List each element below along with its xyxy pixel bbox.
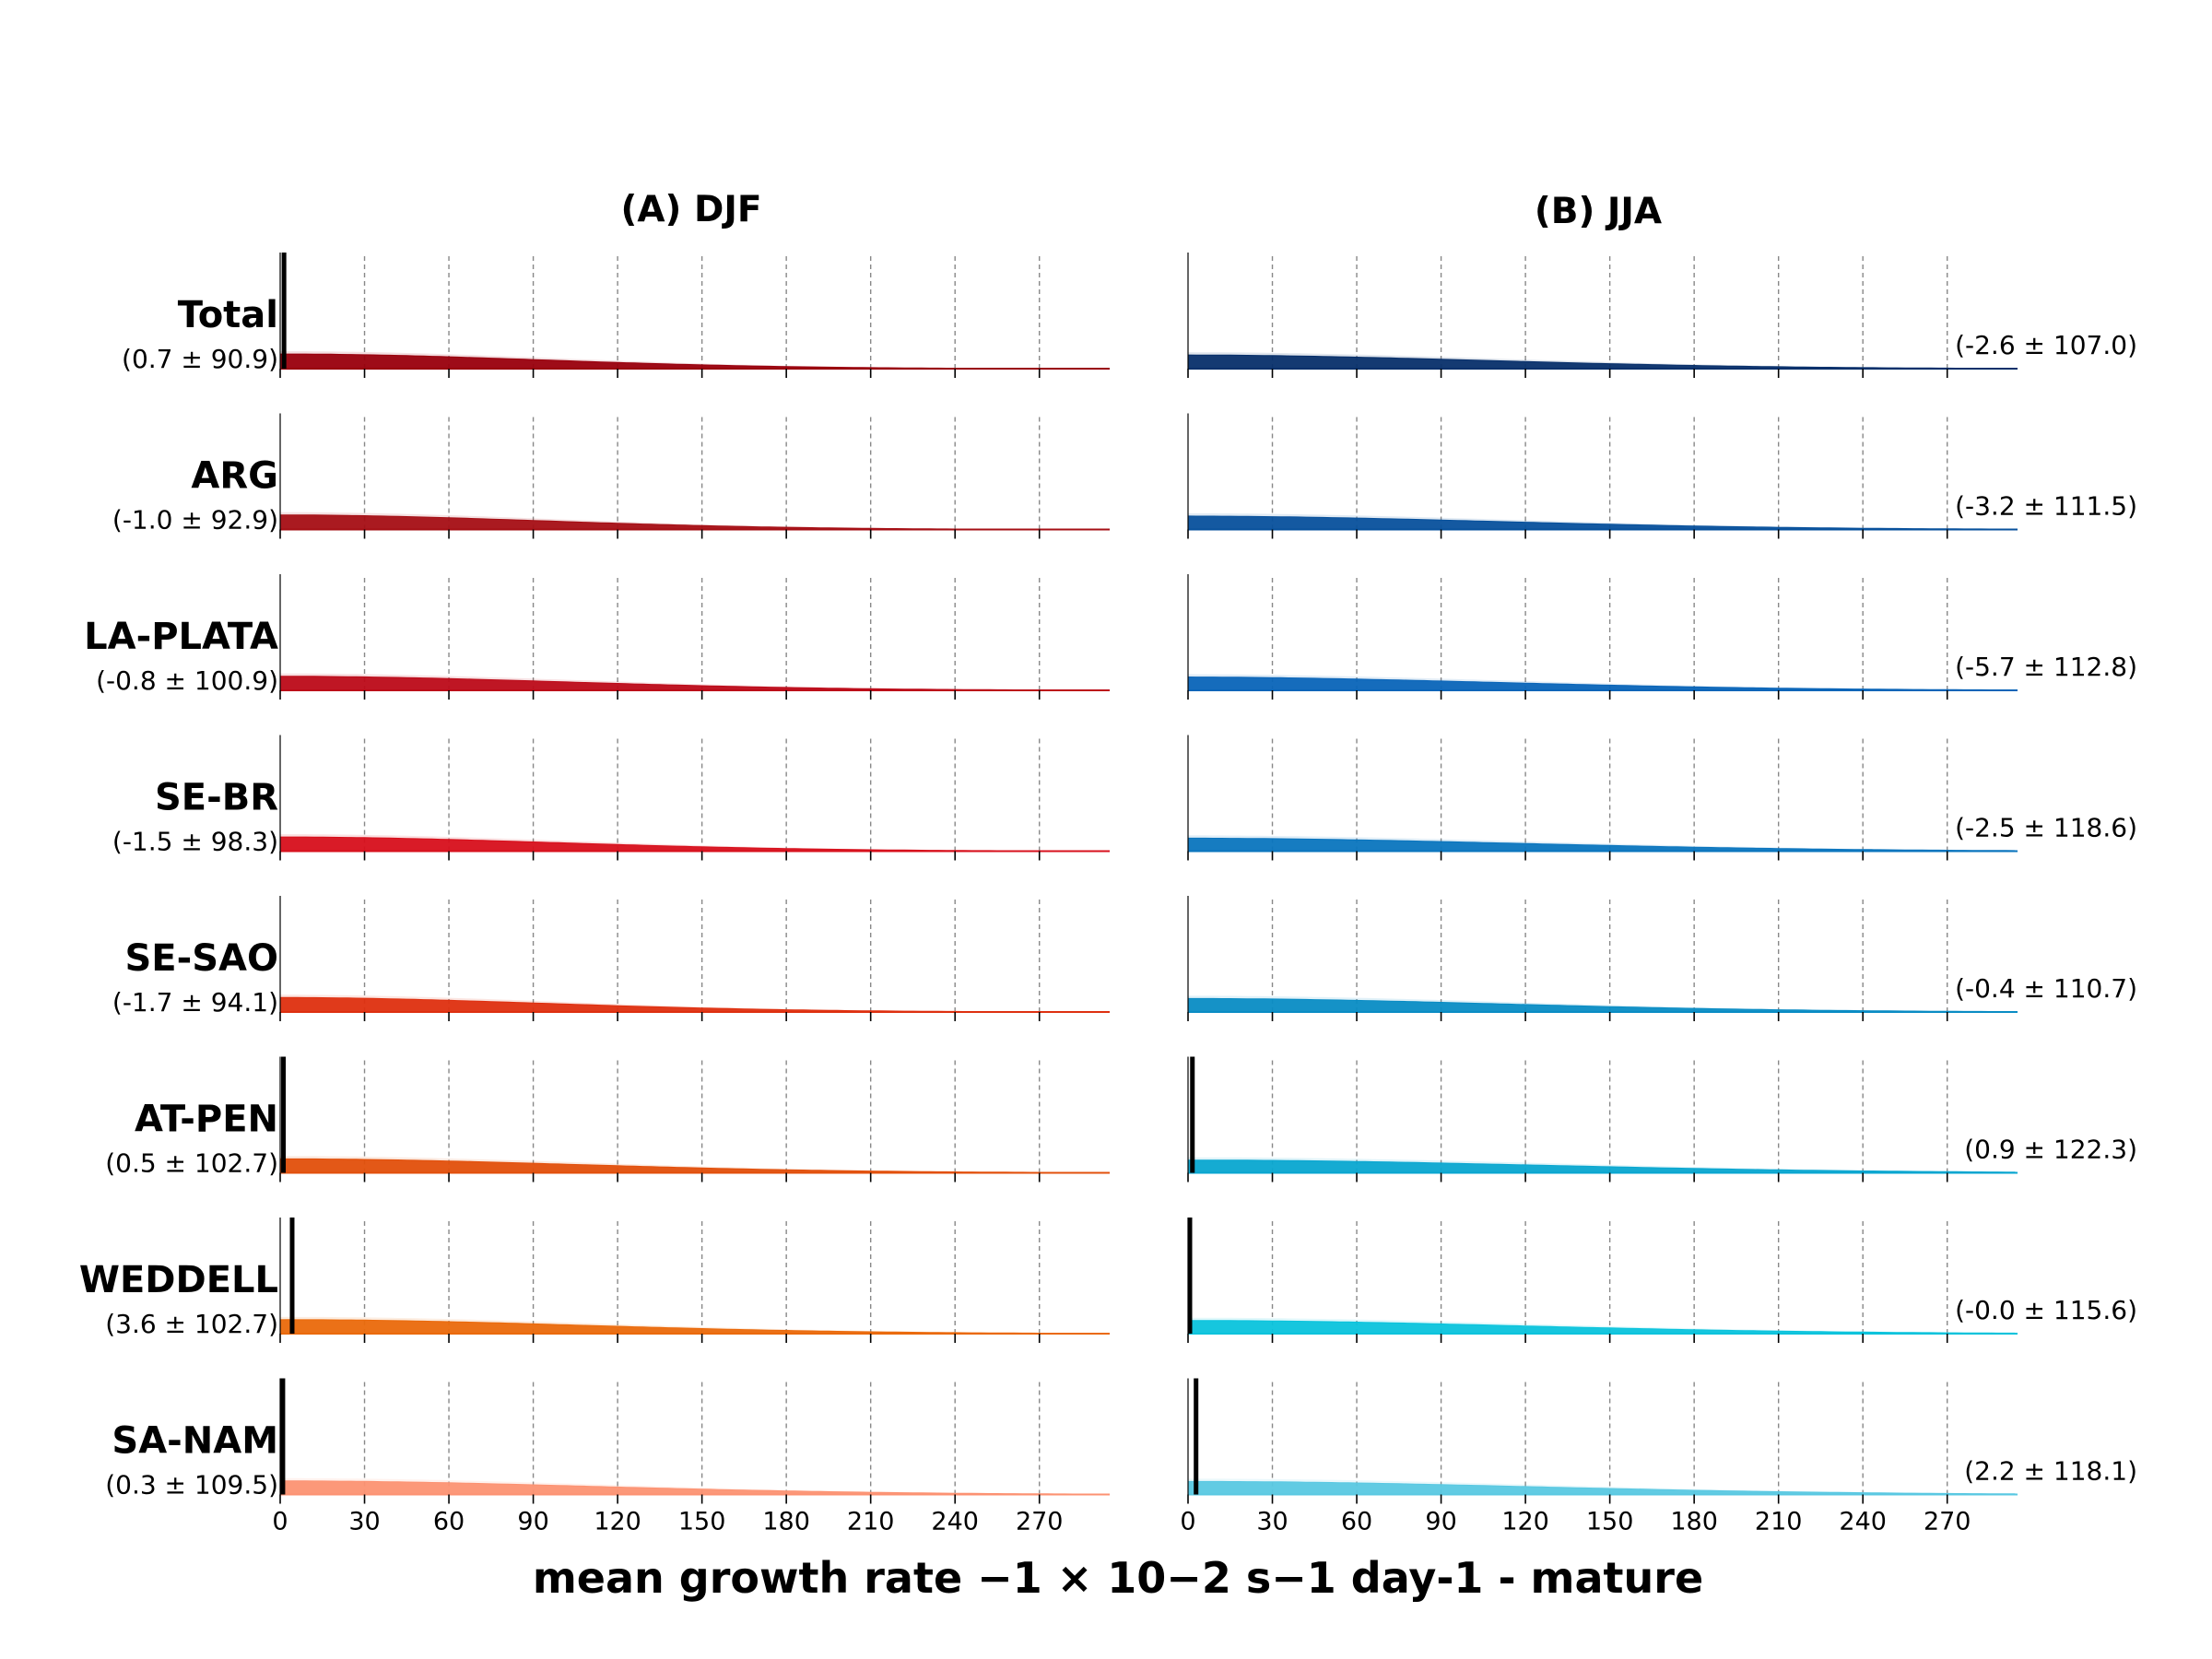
panel-b-title: (B) JJA (1535, 191, 1662, 232)
row-jja-2: (-5.7 ± 112.8) (1187, 574, 2137, 700)
density-area (279, 836, 1111, 852)
density-area (279, 1480, 1111, 1495)
x-tick-label: 240 (1839, 1508, 1887, 1536)
x-tick-label: 90 (1425, 1508, 1456, 1536)
row-weddell: WEDDELL (3.6 ± 102.7) (79, 1218, 1111, 1343)
row-stat: (3.6 ± 102.7) (105, 1309, 278, 1339)
panel-b: (-2.6 ± 107.0) (-3.2 ± 111.5) (-5.7 ± 112.… (1180, 253, 2137, 1536)
row-stat: (-0.8 ± 100.9) (96, 665, 278, 696)
x-tick-label: 240 (931, 1508, 979, 1536)
density-area (1187, 1159, 2018, 1173)
row-jja-3: (-2.5 ± 118.6) (1187, 735, 2137, 861)
row-jja-7: (2.2 ± 118.1) 0 30 60 90 120 150 180 210 240 270 (1180, 1378, 2137, 1536)
x-tick-label: 210 (847, 1508, 895, 1536)
density-area (279, 1319, 1111, 1335)
x-tick-label: 180 (762, 1508, 810, 1536)
x-axis-label: mean growth rate −1 × 10−2 s−1 day-1 - m… (533, 1553, 1703, 1603)
row-se-br: SE-BR (-1.5 ± 98.3) (112, 735, 1111, 861)
row-name: SE-BR (155, 777, 278, 819)
row-jja-6: (-0.0 ± 115.6) (1187, 1218, 2137, 1343)
density-area (279, 996, 1111, 1013)
row-la-plata: LA-PLATA (-0.8 ± 100.9) (84, 574, 1111, 700)
row-name: AT-PEN (135, 1099, 278, 1141)
row-stat: (-2.6 ± 107.0) (1955, 330, 2137, 360)
x-tick-label: 60 (1341, 1508, 1372, 1536)
row-se-sao: SE-SAO (-1.7 ± 94.1) (112, 896, 1111, 1021)
x-tick-label: 270 (1924, 1508, 1971, 1536)
row-sa-nam: SA-NAM (0.3 ± 109.5) 0 30 60 90 120 150 180 210 24… (105, 1378, 1111, 1536)
density-area (1187, 1480, 2018, 1495)
row-name: WEDDELL (79, 1259, 278, 1301)
x-tick-label: 0 (1180, 1508, 1195, 1536)
row-name: LA-PLATA (84, 616, 278, 658)
row-stat: (-5.7 ± 112.8) (1955, 652, 2137, 682)
density-area (1187, 676, 2018, 691)
x-tick-label: 30 (1256, 1508, 1288, 1536)
row-stat: (-1.0 ± 92.9) (112, 505, 278, 535)
row-stat: (0.3 ± 109.5) (105, 1470, 278, 1500)
panel-a-title: (A) DJF (621, 189, 762, 230)
row-stat: (0.9 ± 122.3) (1964, 1135, 2137, 1165)
x-tick-label: 150 (1586, 1508, 1634, 1536)
density-area (1187, 1320, 2018, 1335)
density-area (1187, 515, 2018, 530)
row-stat: (2.2 ± 118.1) (1964, 1456, 2137, 1487)
density-area (279, 676, 1111, 691)
x-tick-label: 180 (1670, 1508, 1718, 1536)
x-tick-label: 120 (1501, 1508, 1549, 1536)
row-stat: (-0.0 ± 115.6) (1955, 1295, 2137, 1325)
panel-a: Total (0.7 ± 90.9) ARG (-1.0 ± 92.9) LA-PLAT… (79, 253, 1111, 1536)
row-at-pen: AT-PEN (0.5 ± 102.7) (105, 1056, 1111, 1182)
density-area (1187, 837, 2018, 852)
row-stat: (0.5 ± 102.7) (105, 1148, 278, 1179)
x-tick-label: 30 (348, 1508, 380, 1536)
row-jja-0: (-2.6 ± 107.0) (1187, 253, 2137, 378)
row-stat: (-1.7 ± 94.1) (112, 987, 278, 1018)
row-stat: (-0.4 ± 110.7) (1955, 973, 2137, 1004)
x-tick-label: 120 (594, 1508, 641, 1536)
row-stat: (-1.5 ± 98.3) (112, 827, 278, 857)
row-stat: (-2.5 ± 118.6) (1955, 813, 2137, 843)
row-name: ARG (191, 455, 278, 498)
row-total: Total (0.7 ± 90.9) (122, 253, 1111, 378)
row-name: SE-SAO (124, 937, 278, 980)
density-area (279, 1158, 1111, 1173)
x-tick-label: 150 (678, 1508, 726, 1536)
row-jja-4: (-0.4 ± 110.7) (1187, 896, 2137, 1021)
row-stat: (-3.2 ± 111.5) (1955, 491, 2137, 522)
x-tick-label: 60 (433, 1508, 465, 1536)
row-stat: (0.7 ± 90.9) (122, 344, 278, 374)
x-tick-label: 90 (517, 1508, 548, 1536)
density-area (1187, 354, 2018, 370)
row-name: Total (178, 294, 278, 336)
row-jja-1: (-3.2 ± 111.5) (1187, 413, 2137, 539)
x-tick-label: 270 (1016, 1508, 1064, 1536)
density-area (279, 514, 1111, 530)
row-jja-5: (0.9 ± 122.3) (1187, 1056, 2137, 1182)
row-arg: ARG (-1.0 ± 92.9) (112, 413, 1111, 539)
density-area (279, 353, 1111, 370)
x-tick-label: 210 (1755, 1508, 1803, 1536)
row-name: SA-NAM (112, 1420, 278, 1463)
x-tick-label: 0 (272, 1508, 288, 1536)
density-area (1187, 997, 2018, 1013)
